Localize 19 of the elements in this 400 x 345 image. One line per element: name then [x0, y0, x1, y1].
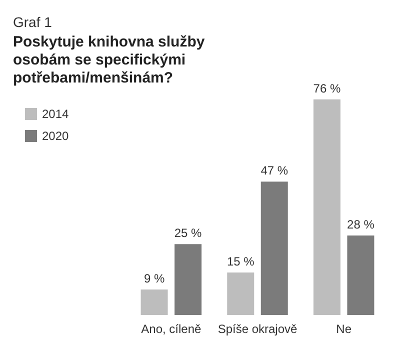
x-tick-label: Ano, cíleně — [141, 322, 202, 336]
chart-subtitle: Graf 1 — [13, 14, 52, 30]
chart-title: Poskytuje knihovna služby osobám se specifickými potřebami/menšinám? — [13, 34, 209, 86]
bar — [174, 244, 202, 315]
legend-label: 2020 — [42, 129, 70, 143]
data-label: 15 % — [226, 254, 255, 268]
data-label: 76 % — [313, 81, 341, 96]
data-label: 9 % — [144, 271, 165, 286]
data-label: 47 % — [260, 164, 288, 178]
bar — [227, 272, 254, 315]
bar — [140, 289, 168, 315]
x-tick-label: Ne — [336, 322, 352, 336]
data-label: 28 % — [347, 218, 375, 232]
bar — [313, 99, 340, 315]
bar — [260, 182, 288, 315]
legend-label: 2014 — [42, 107, 70, 121]
bar — [347, 236, 374, 315]
x-tick-label: Spíše okrajově — [218, 322, 298, 336]
data-label: 25 % — [174, 226, 202, 240]
